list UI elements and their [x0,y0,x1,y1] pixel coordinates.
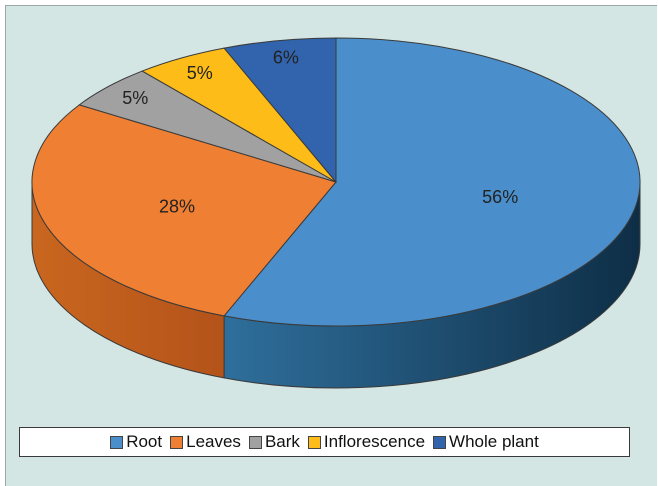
legend-label-leaves: Leaves [186,432,241,451]
legend-label-root: Root [126,432,163,451]
legend-label-whole-plant: Whole plant [449,432,539,451]
legend-swatch-inflorescence [307,435,321,449]
pie-slice-leaves [31,104,337,317]
legend-label-bark: Bark [264,432,300,451]
legend: Root Leaves Bark Inflorescence Whole pla… [19,427,630,457]
pie-slice-whole-plant [223,37,337,184]
slice-label-bark: 5% [122,88,148,108]
slice-label-inflorescence: 5% [187,63,213,83]
legend-item-leaves: Leaves [170,432,241,452]
legend-item-root: Root [110,432,162,452]
pie-labels: 56% 28% 5% 5% 6% [122,48,518,217]
pie-slice-root [223,37,641,327]
legend-swatch-whole-plant [433,435,447,449]
pie-tops [31,37,641,327]
legend-item-inflorescence: Inflorescence [307,432,426,452]
legend-item-bark: Bark [248,432,300,452]
slice-label-leaves: 28% [159,197,195,217]
slice-label-whole-plant: 6% [273,48,299,68]
legend-swatch-leaves [170,435,184,449]
legend-swatch-root [110,435,124,449]
legend-item-whole-plant: Whole plant [433,432,539,452]
legend-swatch-bark [248,435,262,449]
legend-label-inflorescence: Inflorescence [323,432,426,451]
slice-label-root: 56% [482,187,518,207]
